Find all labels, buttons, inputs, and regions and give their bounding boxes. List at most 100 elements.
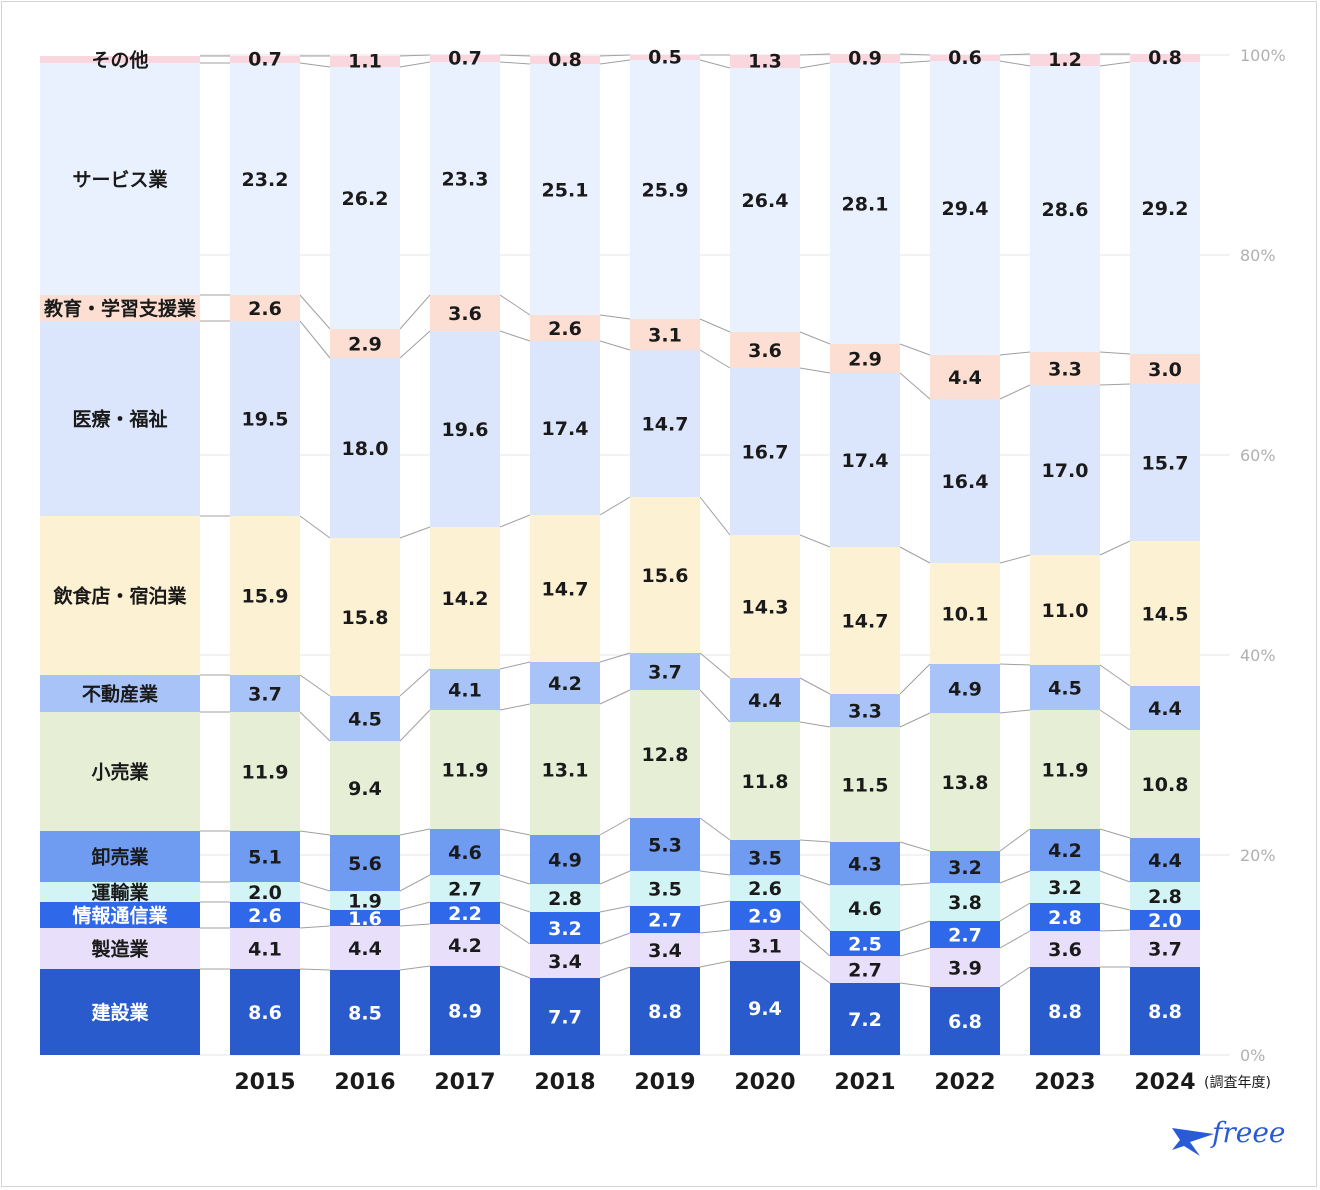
bar-segment — [830, 54, 900, 63]
data-label: 0.9 — [848, 48, 882, 70]
data-label: 2.7 — [448, 879, 482, 901]
connector-line — [399, 668, 431, 697]
connector-line — [999, 870, 1031, 884]
bar-segment — [330, 741, 400, 835]
legend-label: 運輸業 — [91, 881, 149, 904]
legend-label: 教育・学習支援業 — [44, 297, 197, 320]
legend-swatch — [40, 63, 200, 295]
data-label: 8.6 — [248, 1002, 282, 1024]
connector-line — [1099, 902, 1131, 911]
bar-segment — [330, 56, 400, 67]
bar-segment — [230, 63, 300, 295]
connector-line — [599, 817, 631, 836]
data-label: 11.9 — [1042, 760, 1089, 782]
connector-line — [699, 652, 731, 679]
connector-line — [699, 900, 731, 907]
bar-segment — [230, 295, 300, 321]
connector-line — [999, 53, 1031, 56]
connector-line — [299, 881, 331, 892]
bar-segment — [530, 835, 600, 884]
connector-line — [999, 902, 1031, 922]
legend-label: 製造業 — [90, 938, 149, 961]
connector-line — [1099, 383, 1131, 386]
bar-segment — [530, 515, 600, 662]
connector-line — [499, 54, 531, 57]
data-label: 4.6 — [848, 898, 882, 920]
connector-line — [999, 966, 1031, 988]
data-label: 5.1 — [248, 847, 282, 869]
bar-segment — [430, 55, 500, 62]
bar-segment — [830, 956, 900, 983]
bar-segment — [930, 664, 1000, 713]
bar-segment — [1130, 930, 1200, 967]
y-tick-label: 100% — [1240, 46, 1286, 65]
connector-line — [1099, 828, 1131, 839]
data-label: 4.2 — [1048, 840, 1082, 862]
connector-line — [799, 534, 831, 548]
legend-label: 卸売業 — [91, 846, 149, 869]
bar-segment — [930, 563, 1000, 664]
connector-line — [1099, 540, 1131, 556]
bar-segment — [530, 64, 600, 315]
bar-segment — [330, 910, 400, 926]
legend-label: 情報通信業 — [72, 904, 168, 927]
connector-line — [899, 372, 931, 400]
bar-segment — [1130, 54, 1200, 62]
data-label: 12.8 — [642, 744, 689, 766]
bar-segment — [630, 653, 700, 690]
connector-line — [299, 515, 331, 539]
y-axis-ticks: 0% 20% 40% 60% 80% 100% — [1240, 46, 1286, 1065]
data-label: 3.2 — [1048, 877, 1082, 899]
data-label: 2.8 — [1048, 907, 1082, 929]
bar-segment — [630, 60, 700, 319]
data-label: 1.2 — [1048, 49, 1082, 71]
connector-line — [699, 689, 731, 723]
data-label: 2.9 — [848, 349, 882, 371]
connector-line — [899, 982, 931, 988]
connector-line — [799, 929, 831, 957]
data-label: 3.4 — [548, 951, 582, 973]
connector-line — [499, 294, 531, 316]
connector-line — [799, 367, 831, 374]
data-label: 0.5 — [648, 47, 682, 69]
connector-line — [899, 53, 931, 56]
data-label: 0.7 — [248, 49, 282, 71]
bar-segment — [730, 678, 800, 722]
bar-segment — [930, 987, 1000, 1055]
bar-segment — [330, 538, 400, 696]
bar-segment — [830, 344, 900, 373]
bar-segment — [1030, 931, 1100, 967]
bar-segment — [530, 662, 600, 704]
data-label: 19.6 — [442, 419, 489, 441]
connector-line — [799, 839, 831, 843]
bar-segment — [730, 840, 800, 875]
x-tick-label: 2021 — [834, 1070, 895, 1095]
x-tick-label: 2020 — [734, 1070, 795, 1095]
bar-segment — [530, 56, 600, 64]
x-tick-label: 2016 — [334, 1070, 395, 1095]
legend-swatch — [40, 902, 200, 928]
data-label: 3.3 — [1048, 359, 1082, 381]
legend-swatch — [40, 882, 200, 902]
data-label: 14.7 — [642, 414, 689, 436]
bird-icon — [1172, 1128, 1214, 1156]
bar-segment — [1030, 352, 1100, 385]
data-label: 14.7 — [842, 611, 889, 633]
bar-segment — [330, 67, 400, 329]
y-tick-label: 0% — [1240, 1046, 1265, 1065]
connector-line — [499, 965, 531, 979]
data-label: 3.1 — [748, 936, 782, 958]
connector-line — [999, 930, 1031, 949]
bar-segment — [530, 978, 600, 1055]
data-label: 4.4 — [1148, 698, 1182, 720]
bar-segment — [630, 319, 700, 350]
data-label: 4.5 — [1048, 678, 1082, 700]
connector-line — [799, 900, 831, 932]
bar-segment — [230, 902, 300, 928]
data-label: 2.7 — [948, 925, 982, 947]
data-label: 4.1 — [448, 680, 482, 702]
bars: 8.64.12.62.05.111.93.715.919.52.623.20.7… — [230, 47, 1200, 1055]
connector-line — [699, 496, 731, 536]
bar-segment — [730, 368, 800, 535]
bar-segment — [430, 875, 500, 902]
